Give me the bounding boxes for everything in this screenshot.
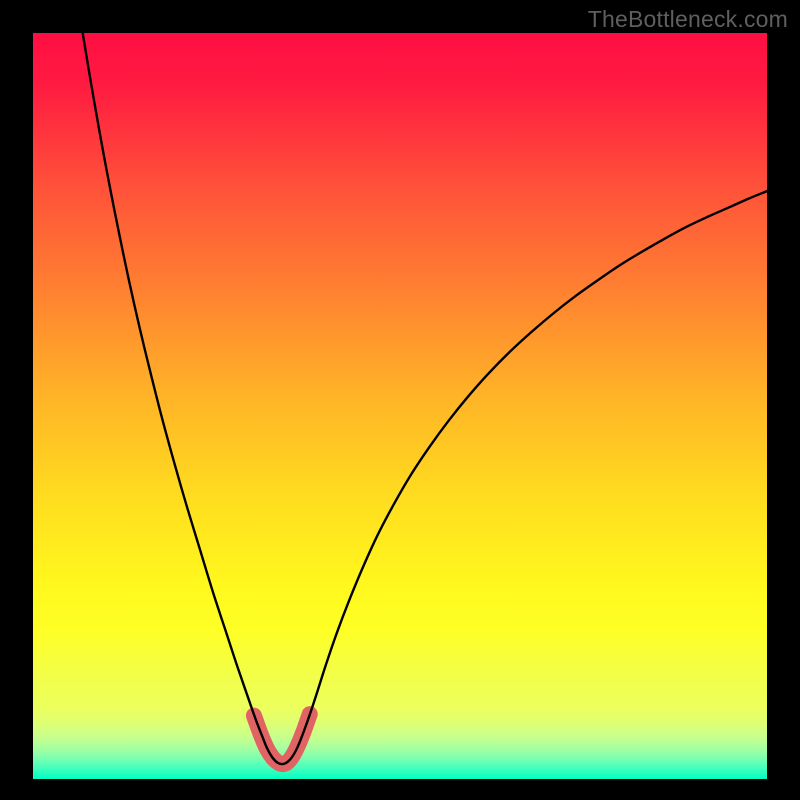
chart-container: TheBottleneck.com <box>0 0 800 800</box>
watermark-text: TheBottleneck.com <box>588 6 788 33</box>
plot-background <box>33 33 767 779</box>
bottleneck-curve-chart <box>0 0 800 800</box>
